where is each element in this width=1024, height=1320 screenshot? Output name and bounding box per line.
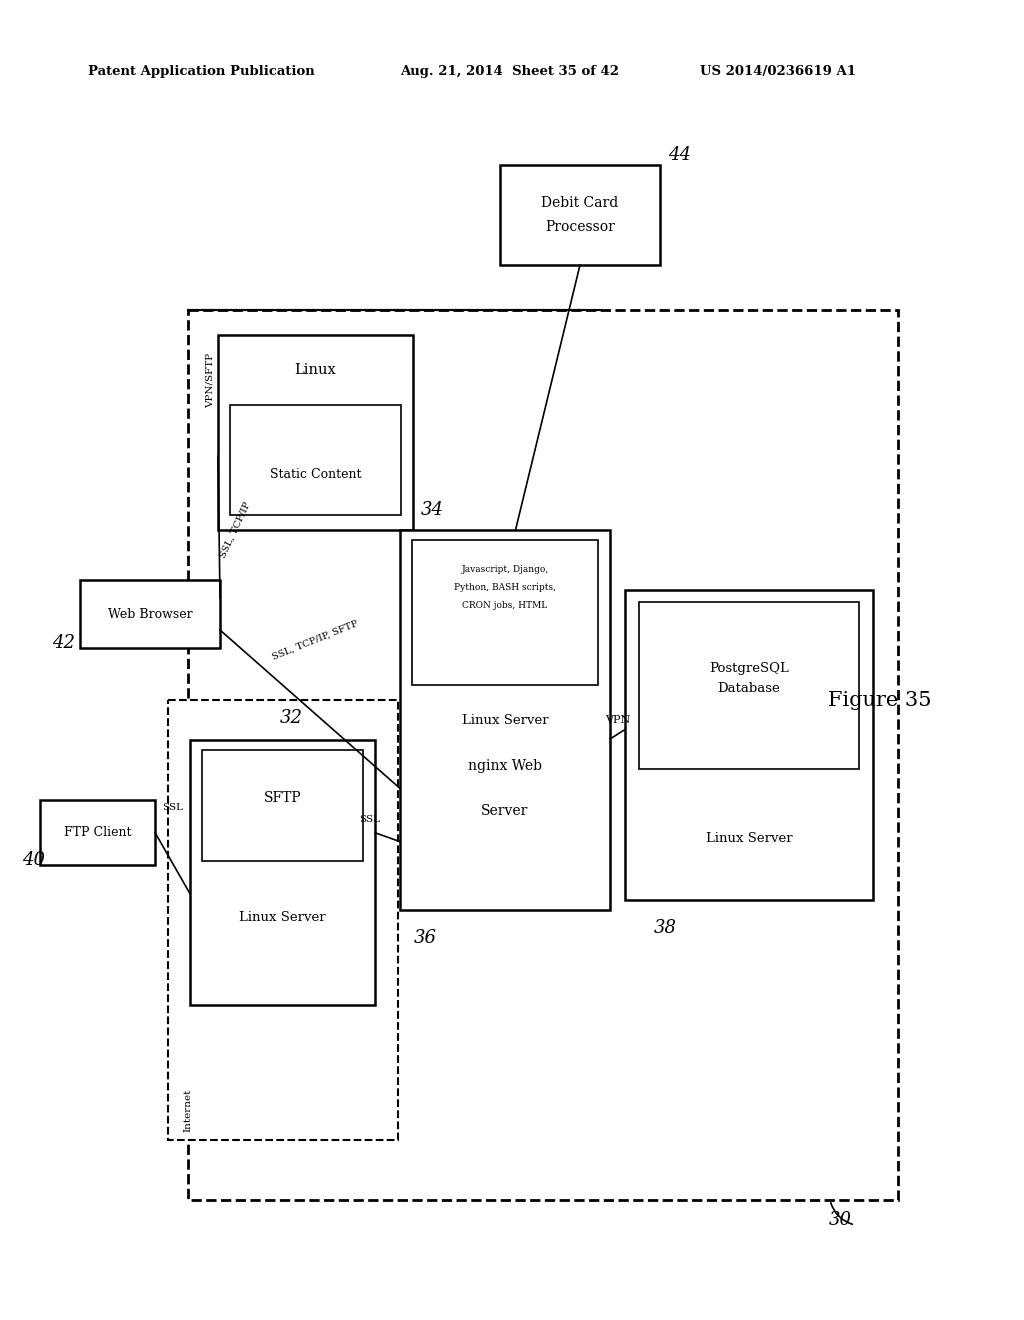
Text: Aug. 21, 2014  Sheet 35 of 42: Aug. 21, 2014 Sheet 35 of 42: [400, 66, 618, 78]
Text: SSL: SSL: [359, 816, 381, 825]
Text: Debit Card: Debit Card: [542, 195, 618, 210]
Text: 44: 44: [668, 147, 691, 164]
Text: PostgreSQL: PostgreSQL: [709, 663, 788, 676]
Text: 38: 38: [653, 919, 677, 937]
Bar: [168, 700, 398, 1140]
Text: SSL, TCP/IP: SSL, TCP/IP: [218, 500, 252, 560]
Bar: [188, 310, 898, 1200]
Bar: [230, 405, 401, 515]
Bar: [400, 531, 610, 909]
Text: Linux Server: Linux Server: [240, 911, 326, 924]
Text: Figure 35: Figure 35: [828, 690, 932, 710]
Text: Database: Database: [718, 682, 780, 696]
Bar: [625, 590, 873, 900]
Bar: [40, 800, 155, 865]
Bar: [500, 165, 660, 265]
Bar: [639, 602, 859, 770]
Text: SFTP: SFTP: [264, 791, 301, 805]
Text: CRON jobs, HTML: CRON jobs, HTML: [463, 602, 548, 610]
Text: Linux: Linux: [295, 363, 336, 378]
Text: Python, BASH scripts,: Python, BASH scripts,: [454, 583, 556, 593]
Text: 34: 34: [421, 502, 444, 519]
Text: Linux Server: Linux Server: [462, 714, 548, 726]
Bar: [412, 540, 598, 685]
Text: Server: Server: [481, 804, 528, 818]
Text: VPN: VPN: [605, 715, 630, 725]
Text: FTP Client: FTP Client: [63, 826, 131, 840]
Bar: [190, 741, 375, 1005]
Text: SSL, TCP/IP, SFTP: SSL, TCP/IP, SFTP: [270, 619, 359, 661]
Text: US 2014/0236619 A1: US 2014/0236619 A1: [700, 66, 856, 78]
Text: Patent Application Publication: Patent Application Publication: [88, 66, 314, 78]
Bar: [218, 335, 413, 531]
Text: 30: 30: [828, 1210, 852, 1229]
Text: VPN/SFTP: VPN/SFTP: [206, 352, 214, 408]
Bar: [80, 579, 220, 648]
Text: 36: 36: [414, 929, 436, 946]
Bar: [202, 750, 362, 861]
Text: 32: 32: [281, 709, 303, 727]
Text: Linux Server: Linux Server: [706, 832, 793, 845]
Text: Processor: Processor: [545, 220, 615, 234]
Text: Internet: Internet: [183, 1088, 193, 1131]
Text: 42: 42: [52, 634, 75, 652]
Text: nginx Web: nginx Web: [468, 759, 542, 772]
Text: Web Browser: Web Browser: [108, 607, 193, 620]
Text: 40: 40: [22, 851, 45, 869]
Text: Static Content: Static Content: [269, 469, 361, 482]
Text: SSL: SSL: [162, 804, 183, 813]
Text: Javascript, Django,: Javascript, Django,: [462, 565, 549, 574]
